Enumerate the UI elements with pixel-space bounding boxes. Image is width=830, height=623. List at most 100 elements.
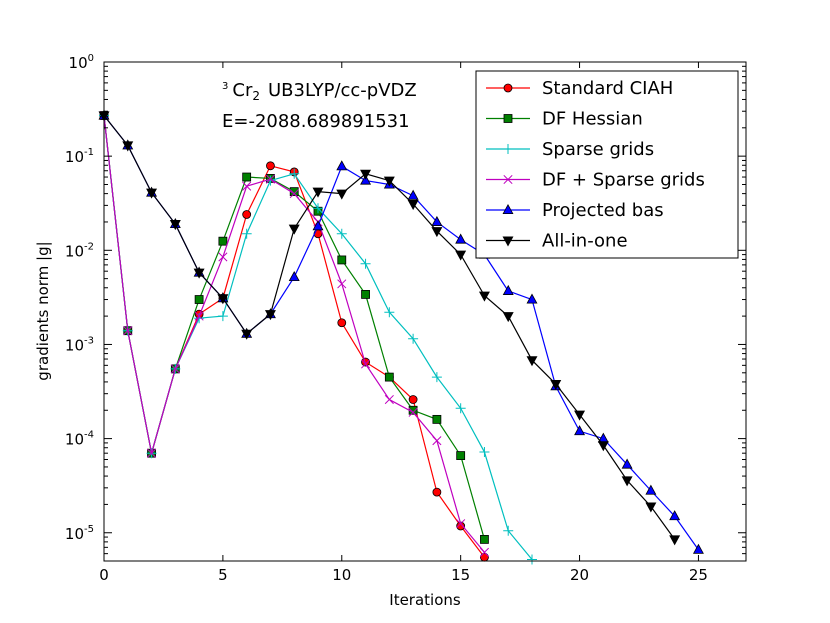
x-axis-label: Iterations: [389, 591, 461, 609]
data-point: [170, 364, 180, 374]
y-tick-base: 10: [65, 242, 84, 260]
series-layer: [98, 109, 704, 565]
legend-label: Projected bas: [542, 200, 664, 221]
annotation-line1: 3 Cr2 UB3LYP/cc-pVDZ: [222, 80, 417, 103]
y-tick-label: 10-4: [65, 430, 94, 449]
data-point: [621, 458, 633, 469]
data-point: [313, 203, 323, 214]
legend-entry: Standard CIAH: [486, 78, 673, 99]
data-point: [336, 228, 347, 239]
y-tick-exponent: -3: [84, 335, 94, 346]
data-point: [480, 534, 489, 544]
legend-label: DF Hessian: [542, 109, 643, 130]
data-point: [455, 250, 467, 261]
data-point: [360, 258, 371, 269]
data-point: [194, 295, 204, 304]
legend-entry: Projected bas: [486, 200, 664, 221]
data-point: [431, 215, 443, 226]
data-point: [146, 188, 158, 199]
x-tick-label: 0: [99, 566, 109, 584]
y-axis-label: gradients norm |g|: [34, 241, 52, 380]
x-tick-label: 20: [570, 566, 589, 584]
data-point: [360, 169, 372, 180]
x-tick-label: 15: [451, 566, 470, 584]
data-point: [645, 502, 657, 513]
legend-label: All-in-one: [542, 231, 628, 252]
x-tick-label: 10: [332, 566, 351, 584]
legend-marker: [503, 114, 513, 123]
data-point: [478, 291, 490, 302]
data-point: [384, 307, 395, 318]
data-point: [242, 172, 252, 182]
data-point: [597, 441, 609, 452]
x-tick-label: 5: [218, 566, 228, 584]
data-point: [288, 224, 300, 235]
legend: Standard CIAH DF Hessian Sparse grids DF + …: [475, 70, 739, 259]
y-tick-exponent: -4: [84, 430, 94, 441]
data-point: [147, 448, 157, 458]
legend-entry: DF Hessian: [486, 109, 643, 130]
data-point: [336, 189, 348, 200]
y-tick-base: 10: [65, 148, 84, 166]
data-point: [264, 310, 276, 321]
data-point: [289, 189, 299, 199]
data-point: [266, 161, 275, 171]
data-point: [123, 326, 133, 336]
legend-marker: [503, 83, 513, 93]
data-point: [527, 554, 537, 565]
x-tick-label: 25: [689, 566, 708, 584]
legend-marker: [503, 174, 513, 185]
legend-entry: All-in-one: [486, 231, 628, 252]
data-point: [408, 333, 419, 344]
data-point: [669, 535, 681, 546]
data-point: [550, 380, 562, 391]
data-point: [621, 476, 633, 487]
data-point: [217, 311, 228, 322]
data-point: [361, 290, 370, 299]
data-point: [337, 255, 347, 265]
y-tick-label: 10-3: [65, 335, 94, 354]
data-point: [384, 372, 394, 382]
data-point: [669, 510, 681, 521]
data-point: [336, 160, 348, 171]
data-point: [431, 227, 443, 238]
data-point: [337, 279, 347, 289]
data-point: [432, 487, 442, 497]
legend-marker: [502, 203, 514, 215]
data-point: [502, 312, 514, 323]
data-point: [242, 210, 252, 219]
data-point: [431, 372, 442, 383]
y-tick-label: 10-2: [65, 241, 94, 260]
y-tick-exponent: -2: [84, 241, 94, 252]
data-point: [526, 293, 538, 304]
data-point: [218, 236, 228, 246]
data-point: [241, 228, 252, 239]
y-tick-base: 10: [69, 54, 88, 72]
data-point: [289, 168, 300, 179]
data-point: [503, 525, 514, 536]
data-point: [526, 356, 538, 367]
legend-frame: [475, 70, 739, 259]
data-point: [265, 174, 275, 184]
series-df-sparse-grids: [99, 110, 489, 557]
y-tick-label: 100: [69, 53, 94, 72]
data-point: [384, 394, 394, 405]
series-all-in-one: [98, 111, 681, 546]
y-tick-exponent: -1: [84, 147, 94, 158]
data-point: [432, 414, 442, 424]
y-tick-label: 10-5: [65, 524, 94, 543]
legend-label: Standard CIAH: [542, 78, 673, 99]
annotation-line2: E=-2088.689891531: [222, 111, 410, 132]
data-point: [456, 519, 466, 529]
legend-entries: Standard CIAH DF Hessian Sparse grids DF + …: [486, 78, 705, 252]
legend-entry: Sparse grids: [486, 139, 654, 160]
legend-entry: DF + Sparse grids: [486, 170, 705, 191]
legend-marker: [503, 144, 513, 154]
legend-marker: [502, 236, 514, 247]
data-point: [383, 176, 395, 187]
y-tick-label: 10-1: [65, 147, 94, 166]
data-point: [241, 329, 253, 340]
data-point: [408, 395, 418, 404]
data-point: [361, 359, 371, 369]
